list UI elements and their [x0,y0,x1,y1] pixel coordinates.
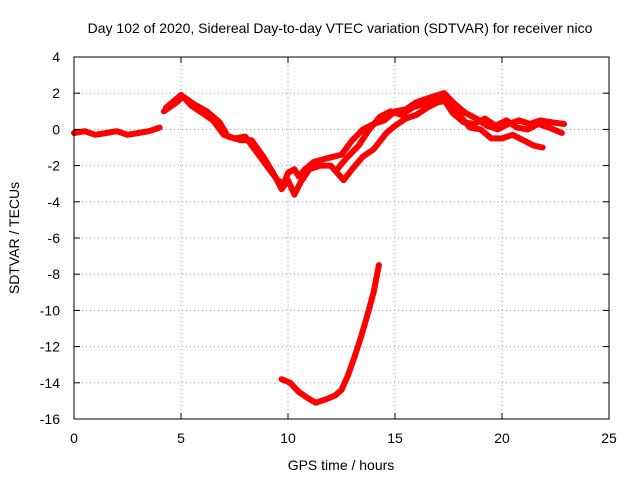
y-tick-label: 2 [52,85,60,101]
chart-title: Day 102 of 2020, Sidereal Day-to-day VTE… [88,20,593,36]
y-tick-label: -2 [48,158,61,174]
x-tick-label: 10 [280,430,296,446]
y-tick-label: -4 [48,194,61,210]
axis-ticks [73,56,610,420]
y-tick-label: -16 [40,411,60,427]
x-tick-label: 15 [387,430,403,446]
series-line-track-4 [334,93,565,173]
y-tick-label: -10 [40,302,60,318]
y-tick-label: -12 [40,339,60,355]
series-line-track-3 [163,92,546,198]
y-tick-label: -14 [40,375,60,391]
x-tick-label: 0 [70,430,78,446]
x-tick-label: 5 [177,430,185,446]
y-axis-label: SDTVAR / TECUs [6,182,22,294]
x-tick-label: 25 [601,430,617,446]
y-tick-label: -6 [48,230,61,246]
x-tick-label: 20 [494,430,510,446]
y-tick-labels: 4 2 0 -2 -4 -6 -8 -10 -12 -14 -16 [40,49,60,427]
series-line-track-1 [71,124,163,138]
y-tick-label: 0 [52,121,60,137]
grid-lines [74,57,609,419]
x-tick-labels: 0 5 10 15 20 25 [70,430,617,446]
series-line-track-5 [278,262,382,406]
y-tick-label: 4 [52,49,60,65]
y-tick-label: -8 [48,266,61,282]
x-axis-label: GPS time / hours [288,457,395,473]
data-series [71,90,568,406]
